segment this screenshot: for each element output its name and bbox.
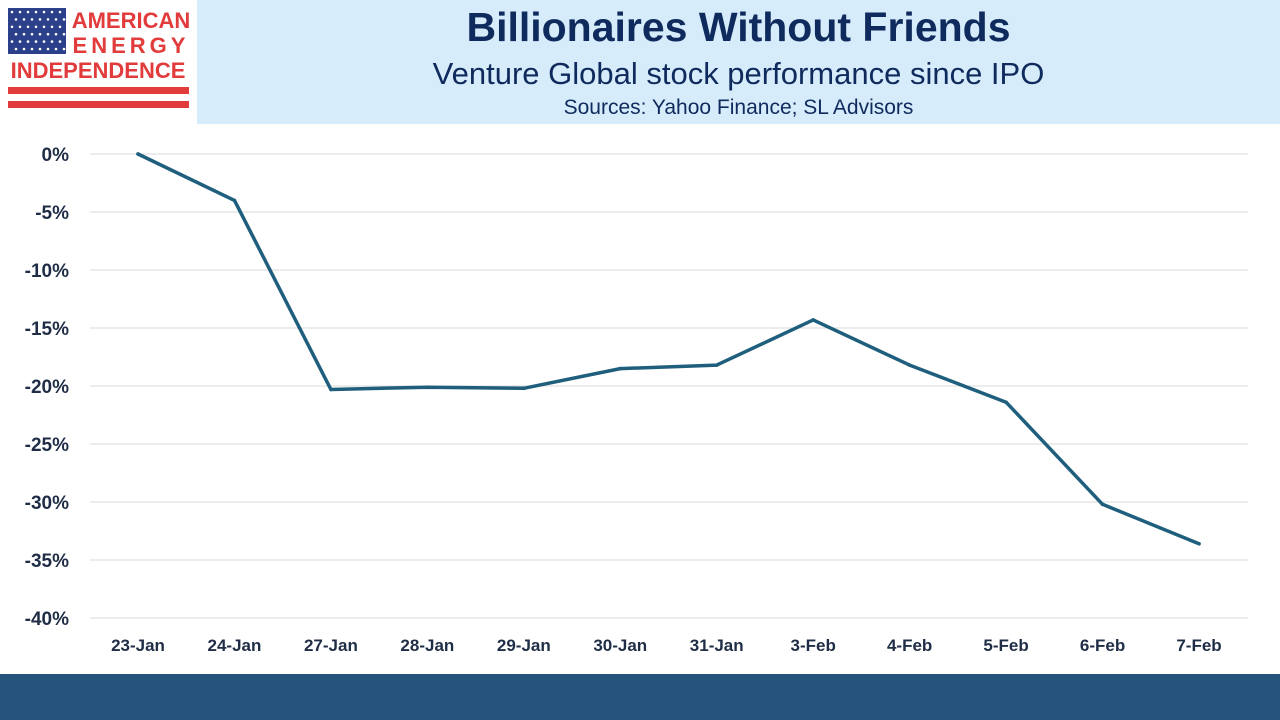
flag-star: [38, 32, 42, 36]
flag-star: [14, 18, 18, 21]
flag-star: [54, 18, 58, 21]
flag-star: [10, 40, 14, 43]
data-point: [1004, 400, 1008, 405]
flag-star: [50, 40, 54, 43]
data-point: [811, 318, 815, 322]
x-tick-label: 7-Feb: [1176, 636, 1221, 655]
flag-star: [26, 10, 30, 14]
flag-star: [54, 32, 58, 36]
flag-star: [18, 25, 22, 29]
x-axis-labels: 23-Jan 24-Jan 27-Jan 28-Jan 29-Jan 30-Jan 31-J…: [111, 636, 1222, 655]
flag-star: [46, 18, 50, 21]
data-point: [136, 152, 140, 156]
flag-star: [10, 10, 14, 14]
footer-bar: [0, 674, 1280, 720]
x-tick-label: 28-Jan: [400, 636, 454, 655]
flag-star: [38, 47, 42, 51]
logo-line-1: AMERICAN: [72, 8, 191, 33]
flag-star: [22, 32, 26, 36]
flag-star: [22, 47, 26, 51]
page-title: Billionaires Without Friends: [466, 4, 1011, 50]
y-tick-label: -35%: [25, 551, 69, 572]
data-point: [1197, 541, 1201, 546]
flag-star: [22, 18, 26, 21]
source-note: Sources: Yahoo Finance; SL Advisors: [563, 96, 914, 119]
x-tick-label: 3-Feb: [791, 636, 836, 655]
x-tick-label: 31-Jan: [690, 636, 744, 655]
x-tick-label: 23-Jan: [111, 636, 165, 655]
flag-star: [42, 40, 46, 43]
header-banner: Billionaires Without Friends Venture Glo…: [197, 0, 1280, 124]
line-chart: 0% -5% -10% -15% -20% -25% -30% -35% -40% 23-Jan…: [25, 145, 1248, 655]
flag-star: [30, 18, 34, 21]
y-axis-labels: 0% -5% -10% -15% -20% -25% -30% -35% -40%: [25, 145, 69, 630]
flag-star: [30, 32, 34, 36]
flag-star: [34, 25, 38, 29]
data-points: [136, 152, 1201, 546]
flag-canton: [8, 8, 66, 54]
y-tick-label: -15%: [25, 319, 69, 340]
flag-star: [62, 47, 66, 51]
flag-star: [18, 40, 22, 43]
x-tick-label: 5-Feb: [983, 636, 1028, 655]
logo: AMERICAN ENERGY INDEPENDENCE: [0, 0, 197, 124]
flag-star: [14, 47, 18, 51]
data-point: [522, 386, 526, 391]
x-tick-label: 4-Feb: [887, 636, 932, 655]
flag-star: [34, 10, 38, 14]
data-point: [714, 363, 719, 367]
series-line: [136, 152, 1201, 546]
flag-star: [46, 32, 50, 36]
data-point: [232, 198, 237, 203]
flag-star: [34, 40, 38, 43]
flag-star: [58, 10, 62, 14]
x-tick-label: 30-Jan: [593, 636, 647, 655]
flag-star: [54, 47, 58, 51]
flag-star: [14, 32, 18, 36]
data-point: [618, 366, 623, 371]
flag-star: [62, 32, 66, 36]
flag-star: [38, 18, 42, 21]
flag-star: [26, 25, 30, 29]
y-tick-label: -40%: [25, 609, 69, 630]
y-tick-label: -20%: [25, 377, 69, 398]
flag-stripe-2: [8, 101, 189, 108]
page-subtitle: Venture Global stock performance since I…: [432, 56, 1045, 91]
flag-stars: [10, 10, 66, 51]
flag-star: [10, 25, 14, 29]
x-tick-label: 24-Jan: [208, 636, 262, 655]
flag-star: [62, 18, 66, 21]
y-tick-label: -5%: [35, 203, 69, 224]
data-point: [907, 363, 912, 367]
x-tick-label: 27-Jan: [304, 636, 358, 655]
flag-star: [26, 40, 30, 43]
flag-star: [58, 25, 62, 29]
y-tick-label: 0%: [42, 145, 70, 166]
flag-star: [30, 47, 34, 51]
gridlines: [90, 153, 1248, 619]
logo-line-2: ENERGY: [73, 33, 190, 58]
logo-line-3: INDEPENDENCE: [11, 58, 186, 83]
flag-star: [58, 40, 62, 43]
data-point: [329, 387, 333, 392]
x-tick-label: 6-Feb: [1080, 636, 1125, 655]
y-tick-label: -25%: [25, 435, 69, 456]
flag-star: [18, 10, 22, 14]
data-point: [1100, 502, 1105, 507]
flag-star: [50, 25, 54, 29]
y-tick-label: -30%: [25, 493, 69, 514]
flag-star: [42, 10, 46, 14]
x-tick-label: 29-Jan: [497, 636, 551, 655]
flag-stripe-1: [8, 87, 189, 94]
flag-star: [50, 10, 54, 14]
flag-star: [42, 25, 46, 29]
flag-star: [46, 47, 50, 51]
y-tick-label: -10%: [25, 261, 69, 282]
american-energy-independence-logo: AMERICAN ENERGY INDEPENDENCE: [8, 8, 191, 108]
data-point: [425, 385, 430, 389]
